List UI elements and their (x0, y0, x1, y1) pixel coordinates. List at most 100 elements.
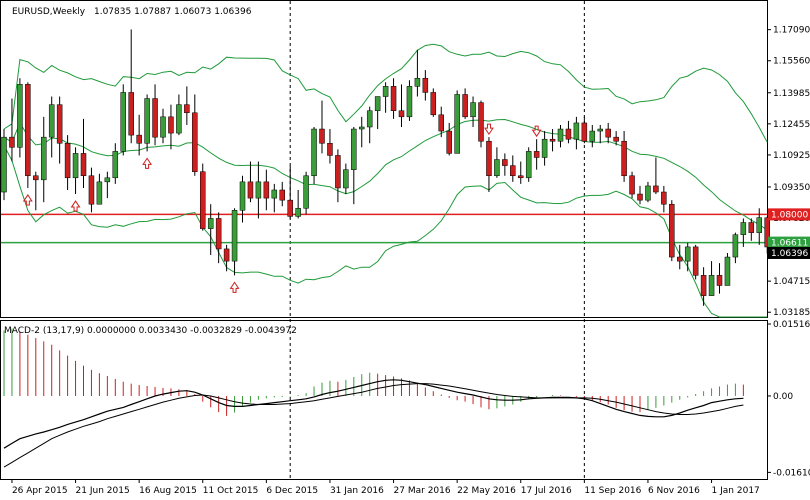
candle-body (176, 104, 182, 134)
candle-body (374, 96, 381, 111)
arrow-down-icon (484, 123, 494, 136)
candle-body (732, 234, 739, 258)
ohlc-values: 1.07835 1.07887 1.06073 1.06396 (94, 7, 252, 17)
candle-body (255, 181, 262, 199)
time-tick-label-10: 6 Nov 2016 (648, 486, 700, 496)
candle-body (9, 136, 15, 148)
macd-histogram (3, 328, 744, 416)
candle-body (470, 102, 476, 118)
symbol-timeframe: EURUSD,Weekly (12, 7, 86, 17)
candle (9, 98, 15, 162)
candle-body (144, 98, 150, 144)
price-tick-label-2: 1.13985 (773, 89, 810, 99)
candle (192, 94, 198, 176)
candle-body (486, 140, 492, 177)
candle (263, 169, 270, 211)
candle (470, 96, 476, 127)
macd-tick-label-0: 0.015166 (773, 320, 810, 330)
candle-body (17, 84, 23, 148)
macd-line (3, 379, 744, 449)
candle-body (677, 256, 683, 262)
candle (366, 106, 373, 144)
price-tick-label-8: 1.04715 (773, 277, 810, 287)
candle-body (351, 128, 357, 170)
candle (351, 126, 357, 205)
candle (748, 218, 755, 241)
candle-body (518, 175, 524, 179)
candle (311, 126, 317, 184)
candle-body (494, 159, 500, 177)
candle-body (120, 92, 126, 152)
candle (653, 157, 659, 195)
band-middle (3, 118, 768, 231)
horizontal-line-box-1 (768, 236, 810, 249)
candle-body (645, 185, 651, 201)
candle (327, 129, 333, 164)
candle (478, 100, 484, 148)
chart-title-header: EURUSD,Weekly 1.07835 1.07887 1.06073 1.… (12, 7, 252, 17)
candle (605, 122, 611, 144)
candle (438, 106, 444, 138)
arrow-up-icon (229, 281, 240, 293)
candle-body (581, 122, 588, 142)
price-tick-label-4: 1.10925 (773, 151, 810, 161)
candle-body (661, 191, 667, 205)
candle (645, 181, 651, 203)
candle-body (152, 98, 158, 138)
arrow-up-icon (142, 157, 153, 169)
candle (533, 139, 540, 170)
candle-body (502, 159, 508, 166)
candle-body (573, 122, 580, 140)
candle-body (112, 151, 119, 179)
candle-body (557, 128, 564, 142)
candle (430, 88, 437, 117)
candle-body (160, 116, 166, 138)
macd-title: MACD-2 (13,17,9) 0.0000000 0.0033430 -0.… (4, 326, 297, 336)
candle-body (510, 165, 516, 177)
candle (422, 70, 429, 101)
candle (684, 242, 691, 272)
macd-tick-label-1: 0.00 (773, 392, 793, 402)
candle-body (708, 275, 715, 296)
support-lines (1, 213, 767, 244)
candle (677, 244, 683, 270)
candle (335, 149, 341, 203)
candle-body (605, 128, 611, 138)
candle-body (25, 84, 31, 177)
candle (462, 88, 468, 119)
candle-body (740, 222, 747, 235)
candle-body (287, 199, 293, 217)
candle (231, 208, 238, 276)
time-tick-label-0: 26 Apr 2015 (12, 486, 68, 496)
candle (56, 96, 63, 164)
candle (621, 131, 627, 182)
candle-body (629, 175, 635, 195)
candle-body (231, 210, 238, 262)
time-tick-label-5: 31 Jan 2016 (330, 486, 384, 496)
candle-body (724, 256, 731, 286)
candle (510, 155, 516, 182)
candle (494, 147, 500, 178)
candle (525, 147, 532, 182)
candle-body (700, 275, 707, 296)
candle-body (96, 181, 103, 205)
candle (160, 108, 166, 144)
candle (700, 267, 707, 306)
candle (184, 86, 190, 125)
horizontal-line-label-0: 1.08000 (771, 210, 808, 220)
band-lower (3, 145, 768, 318)
candle (414, 49, 421, 97)
candle (48, 96, 55, 158)
candle-body (343, 169, 349, 189)
candle-body (271, 189, 278, 199)
candle-body (327, 143, 333, 156)
horizontal-line-box-0 (768, 208, 810, 221)
candle (764, 216, 770, 254)
candle-body (414, 77, 421, 87)
macd-lines (3, 379, 744, 468)
candle (446, 122, 452, 156)
candle (176, 94, 182, 136)
candle-body (446, 130, 452, 154)
candle (756, 208, 762, 245)
candle (200, 163, 206, 231)
